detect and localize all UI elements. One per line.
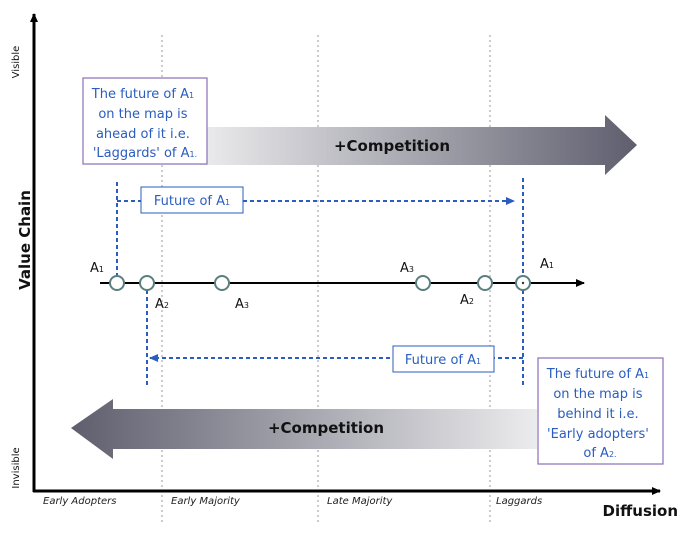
- competition-label-bottom: +Competition: [268, 419, 384, 437]
- callout-behind-line-2: on the map is: [553, 387, 642, 402]
- node-a1: [109, 275, 125, 291]
- node-label: A1: [90, 261, 104, 276]
- callout-text-ahead: The future of A1 on the map is ahead of …: [91, 87, 198, 161]
- callout-ahead-line-2: on the map is: [98, 107, 187, 122]
- node-center-dot: [521, 281, 525, 285]
- callout-ahead-line-4: 'Laggards' of A1.: [93, 146, 197, 161]
- future-box-top: [140, 186, 244, 214]
- callout-behind-line-5: of A2.: [583, 446, 616, 461]
- callout-box-ahead: [82, 77, 208, 165]
- node-label: A3: [235, 297, 249, 312]
- tick-laggards: Laggards: [496, 496, 542, 507]
- y-axis-bottom-label: Invisible: [11, 447, 22, 488]
- callout-box-behind: [537, 357, 664, 465]
- y-axis-top-label: Visible: [11, 46, 22, 79]
- node-a3: [415, 275, 431, 291]
- future-box-bottom: [392, 345, 495, 373]
- y-axis-title: Value Chain: [16, 190, 34, 290]
- future-label-bottom: Future of A1: [405, 353, 481, 368]
- callout-behind-line-1: The future of A1: [546, 367, 649, 382]
- component-nodes: A1 A2 A3 A3 A2 A1: [90, 257, 554, 312]
- competition-label-top: +Competition: [334, 137, 450, 155]
- competition-arrow-top: [200, 115, 637, 175]
- node-a2: [139, 275, 155, 291]
- callout-behind-line-3: behind it i.e.: [557, 407, 638, 422]
- node-label: A1: [540, 257, 554, 272]
- future-label-top: Future of A1: [154, 194, 230, 209]
- stage-dividers: [161, 35, 491, 525]
- node-label: A2: [460, 293, 474, 308]
- callout-ahead-line-1: The future of A1: [91, 87, 194, 102]
- callout-behind-line-4: 'Early adopters': [547, 427, 649, 442]
- callout-ahead-line-3: ahead of it i.e.: [96, 127, 190, 142]
- competition-arrow-bottom: [71, 399, 537, 459]
- node-label: A2: [155, 297, 169, 312]
- tick-late-majority: Late Majority: [327, 496, 393, 507]
- node-a2: [477, 275, 493, 291]
- tick-early-majority: Early Majority: [171, 496, 241, 507]
- node-label: A3: [400, 261, 414, 276]
- tick-early-adopters: Early Adopters: [43, 496, 116, 507]
- node-a3: [214, 275, 230, 291]
- x-axis-title: Diffusion: [603, 502, 678, 520]
- callout-text-behind: The future of A1 on the map is behind it…: [546, 367, 653, 461]
